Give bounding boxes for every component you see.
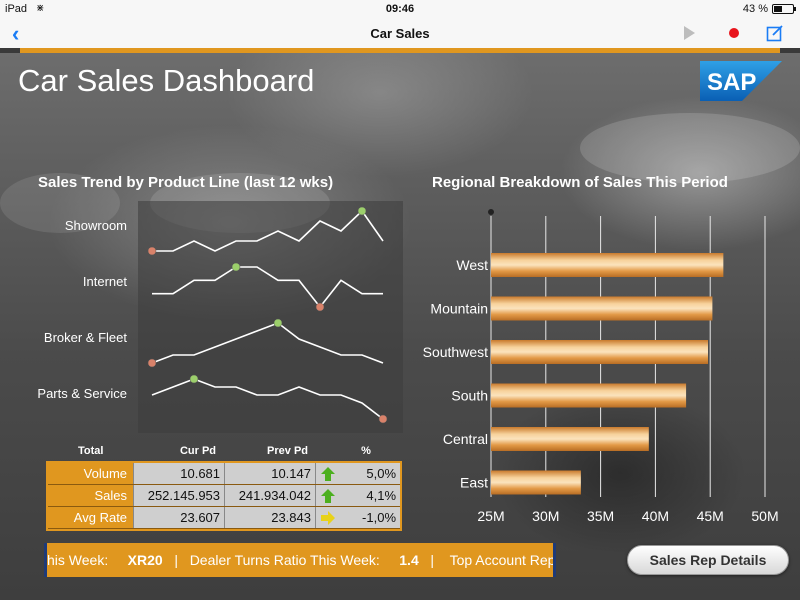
- kpi-prev-value: 241.934.042: [224, 485, 315, 506]
- ticker-label-2: Dealer Turns Ratio This Week:: [189, 552, 380, 568]
- sparkline-chart-title: Sales Trend by Product Line (last 12 wks…: [38, 174, 334, 191]
- bar-west: [491, 253, 724, 277]
- kpi-pct-cell: -1,0%: [314, 507, 401, 528]
- sparkline-min-marker: [147, 246, 157, 256]
- sparkline-min-marker: [147, 358, 157, 368]
- bar-chart-title: Regional Breakdown of Sales This Period: [432, 174, 728, 191]
- bar-x-tick-label: 50M: [751, 508, 778, 524]
- bar-x-tick-label: 40M: [642, 508, 669, 524]
- bar-southwest: [491, 340, 709, 364]
- kpi-header-prev: Prev Pd: [267, 445, 308, 457]
- kpi-pct-value: -1,0%: [362, 510, 397, 525]
- bar-category-label: South: [451, 388, 488, 404]
- trend-right-arrow-icon: [320, 511, 335, 525]
- ticker-text: his Week: XR20 | Dealer Turns Ratio This…: [47, 552, 556, 568]
- sparkline-min-marker: [315, 302, 325, 312]
- sparkline-series-label: Internet: [82, 274, 127, 289]
- bar-x-tick-label: 30M: [532, 508, 559, 524]
- kpi-table-body: Volume 10.681 10.147 5,0% Sales 252.145.953 24…: [46, 461, 402, 531]
- kpi-cur-value: 10.681: [133, 463, 225, 484]
- kpi-row: Avg Rate 23.607 23.843 -1,0%: [48, 507, 401, 529]
- bar-x-tick-label: 45M: [697, 508, 724, 524]
- sparkline-series-label: Parts & Service: [37, 386, 127, 401]
- battery-icon: [772, 4, 796, 14]
- kpi-row-label: Avg Rate: [48, 507, 134, 528]
- ticker-value-2: 1.4: [399, 552, 419, 568]
- news-ticker: his Week: XR20 | Dealer Turns Ratio This…: [44, 543, 556, 577]
- background-photo-car-left: [0, 173, 120, 233]
- kpi-pct-value: 5,0%: [366, 466, 397, 481]
- sales-rep-details-button[interactable]: Sales Rep Details: [627, 545, 789, 575]
- sparkline-max-marker: [189, 374, 199, 384]
- bar-axis-origin: [488, 209, 494, 215]
- bar-category-label: East: [460, 475, 488, 491]
- bar-x-tick-label: 35M: [587, 508, 614, 524]
- ticker-label-3: Top Account Rep th: [449, 552, 556, 568]
- regional-bar-chart: 25M 30M 35M 40M 45M 50M West Mountain Southwest S…: [423, 209, 779, 524]
- kpi-row: Sales 252.145.953 241.934.042 4,1%: [48, 485, 401, 507]
- bar-south: [491, 383, 687, 408]
- sparkline-chart: [147, 206, 388, 424]
- kpi-row-label: Volume: [48, 463, 134, 484]
- status-bar: iPad ⋇ 09:46 43 %: [0, 0, 800, 18]
- svg-text:SAP: SAP: [707, 69, 756, 96]
- status-time: 09:46: [385, 3, 415, 15]
- bar-east: [491, 470, 581, 495]
- bar-x-tick-label: 25M: [477, 508, 504, 524]
- kpi-pct-cell: 5,0%: [314, 463, 401, 484]
- navigation-bar: ‹ Car Sales: [0, 18, 800, 48]
- bar-mountain: [491, 296, 713, 321]
- kpi-header-cur: Cur Pd: [179, 445, 216, 457]
- sparkline-series-line: [151, 378, 384, 420]
- sparkline-min-marker: [378, 414, 388, 424]
- bar-category-label: Mountain: [430, 301, 488, 317]
- trend-up-arrow-icon: [320, 467, 335, 481]
- nav-title: Car Sales: [370, 26, 430, 41]
- kpi-pct-value: 4,1%: [366, 488, 397, 503]
- wifi-icon: ⋇: [36, 3, 45, 14]
- sap-logo: SAP: [700, 61, 782, 101]
- kpi-pct-cell: 4,1%: [314, 485, 401, 506]
- background-photo-car: [580, 113, 800, 183]
- trend-up-arrow-icon: [320, 489, 335, 503]
- kpi-table: Total Cur Pd Prev Pd % Volume 10.681 10.14…: [46, 441, 402, 531]
- sparkline-series-line: [151, 322, 384, 364]
- header-accent-line: [20, 48, 780, 53]
- bar-central: [491, 427, 649, 451]
- record-icon[interactable]: [729, 28, 739, 38]
- bar-category-label: West: [456, 257, 488, 273]
- sparkline-series-line: [152, 209, 384, 252]
- back-chevron-icon[interactable]: ‹: [12, 21, 20, 46]
- sparkline-max-marker: [231, 262, 241, 272]
- kpi-row-label: Sales: [48, 485, 134, 506]
- compose-icon[interactable]: [766, 24, 784, 42]
- kpi-prev-value: 23.843: [224, 507, 315, 528]
- play-icon[interactable]: [684, 26, 695, 40]
- sparkline-series-label: Showroom: [64, 218, 127, 233]
- device-name: iPad: [5, 3, 28, 15]
- bar-category-label: Central: [443, 431, 488, 447]
- kpi-cur-value: 252.145.953: [133, 485, 225, 506]
- battery-percent: 43 %: [742, 3, 768, 15]
- sparkline-series-line: [152, 266, 383, 309]
- bar-category-label: Southwest: [423, 344, 488, 360]
- ticker-prefix: his Week:: [47, 552, 109, 568]
- dashboard-canvas: Car Sales Dashboard SAP Sales Trend by P…: [0, 53, 800, 600]
- battery-status: 43 %: [742, 3, 796, 15]
- kpi-table-header: Total Cur Pd Prev Pd %: [46, 441, 402, 461]
- sparkline-max-marker: [273, 318, 283, 328]
- sparkline-series-label: Broker & Fleet: [43, 330, 127, 345]
- kpi-cur-value: 23.607: [133, 507, 225, 528]
- kpi-header-total: Total: [78, 445, 104, 457]
- kpi-header-pct: %: [361, 445, 371, 457]
- dashboard-title: Car Sales Dashboard: [18, 63, 315, 98]
- sparkline-max-marker: [357, 206, 367, 216]
- ticker-separator: |: [430, 552, 435, 568]
- kpi-row: Volume 10.681 10.147 5,0%: [48, 463, 401, 485]
- kpi-prev-value: 10.147: [224, 463, 315, 484]
- ticker-separator: |: [174, 552, 179, 568]
- ticker-value-1: XR20: [127, 552, 163, 568]
